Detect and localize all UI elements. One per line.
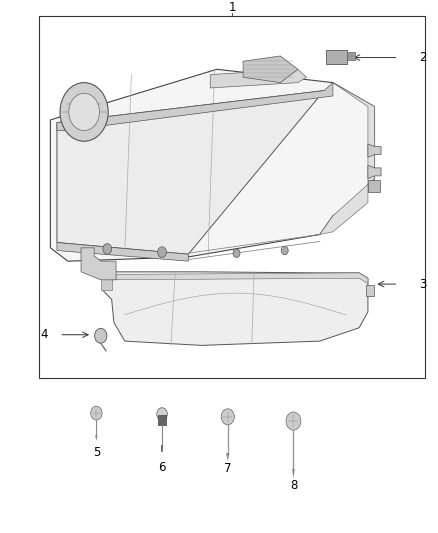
Polygon shape [103, 272, 368, 345]
Polygon shape [226, 453, 230, 461]
Text: 6: 6 [158, 461, 166, 473]
Polygon shape [81, 248, 116, 280]
Bar [326, 50, 347, 64]
Circle shape [91, 406, 102, 420]
Text: 3: 3 [419, 278, 426, 290]
Text: 7: 7 [224, 462, 232, 475]
Polygon shape [57, 83, 333, 131]
Text: 1: 1 [228, 2, 236, 14]
Polygon shape [243, 56, 298, 83]
Circle shape [60, 83, 108, 141]
Polygon shape [368, 144, 381, 157]
Polygon shape [57, 243, 188, 261]
Bar [368, 180, 380, 192]
Polygon shape [320, 83, 374, 235]
Bar [158, 415, 166, 425]
Circle shape [281, 246, 288, 255]
Circle shape [221, 409, 234, 425]
Text: 2: 2 [419, 51, 427, 64]
Bar [39, 16, 425, 378]
Circle shape [233, 249, 240, 257]
Polygon shape [50, 69, 374, 261]
Polygon shape [210, 69, 307, 88]
Polygon shape [368, 165, 381, 179]
Polygon shape [103, 273, 368, 284]
Text: 5: 5 [93, 446, 100, 459]
Polygon shape [95, 435, 98, 441]
Circle shape [286, 412, 301, 430]
Bar [347, 52, 355, 60]
Polygon shape [101, 274, 112, 290]
Circle shape [95, 328, 107, 343]
Circle shape [103, 244, 112, 254]
Circle shape [69, 93, 99, 131]
Polygon shape [57, 91, 324, 254]
Circle shape [157, 408, 167, 421]
Polygon shape [292, 469, 295, 479]
Circle shape [158, 247, 166, 257]
Text: 4: 4 [40, 328, 48, 341]
Text: 8: 8 [290, 479, 297, 491]
Bar [366, 285, 374, 296]
